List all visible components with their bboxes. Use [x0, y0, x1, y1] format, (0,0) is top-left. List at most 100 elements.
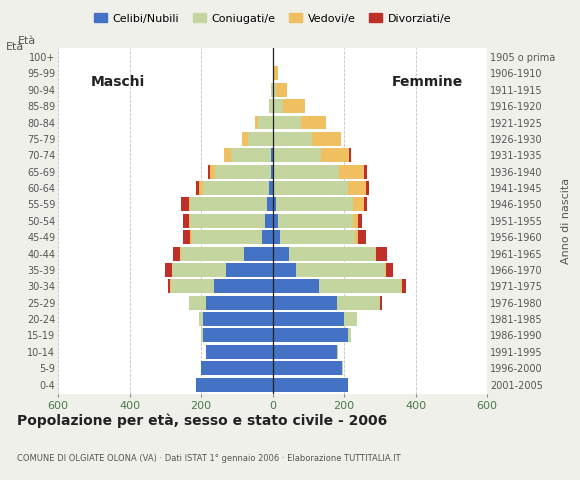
Bar	[203, 181, 269, 195]
Bar	[380, 296, 382, 310]
Bar	[273, 66, 274, 80]
Bar	[271, 165, 273, 179]
Bar	[278, 214, 353, 228]
Bar	[248, 132, 273, 146]
Bar	[342, 361, 343, 375]
Bar	[375, 247, 376, 261]
Bar	[337, 296, 380, 310]
Text: COMUNE DI OLGIATE OLONA (VA) · Dati ISTAT 1° gennaio 2006 · Elaborazione TUTTITA: COMUNE DI OLGIATE OLONA (VA) · Dati ISTA…	[17, 454, 401, 463]
Bar	[350, 148, 351, 162]
Bar	[273, 197, 276, 211]
Bar	[255, 116, 258, 130]
Bar	[231, 148, 271, 162]
Bar	[266, 214, 273, 228]
Bar	[274, 66, 278, 80]
Bar	[273, 132, 312, 146]
Bar	[273, 378, 348, 392]
Text: Femmine: Femmine	[392, 75, 463, 89]
Bar	[173, 247, 180, 261]
Bar	[273, 214, 278, 228]
Bar	[206, 296, 273, 310]
Bar	[273, 116, 301, 130]
Bar	[273, 312, 344, 326]
Bar	[267, 197, 273, 211]
Bar	[364, 197, 367, 211]
Bar	[188, 214, 190, 228]
Bar	[183, 214, 188, 228]
Bar	[273, 148, 274, 162]
Bar	[200, 312, 203, 326]
Bar	[273, 165, 274, 179]
Bar	[273, 99, 284, 113]
Bar	[348, 181, 365, 195]
Bar	[280, 230, 355, 244]
Bar	[386, 263, 393, 277]
Bar	[226, 263, 273, 277]
Bar	[242, 132, 248, 146]
Bar	[165, 263, 172, 277]
Bar	[208, 165, 210, 179]
Bar	[168, 279, 170, 293]
Bar	[276, 197, 353, 211]
Bar	[348, 328, 351, 342]
Bar	[337, 345, 338, 359]
Bar	[269, 181, 273, 195]
Bar	[195, 181, 200, 195]
Bar	[312, 132, 340, 146]
Bar	[273, 279, 319, 293]
Text: Popolazione per età, sesso e stato civile - 2006: Popolazione per età, sesso e stato civil…	[17, 413, 387, 428]
Bar	[180, 247, 182, 261]
Bar	[274, 148, 321, 162]
Bar	[301, 116, 327, 130]
Bar	[376, 247, 387, 261]
Bar	[190, 230, 192, 244]
Bar	[172, 263, 226, 277]
Bar	[344, 312, 357, 326]
Bar	[273, 83, 276, 97]
Legend: Celibi/Nubili, Coniugati/e, Vedovi/e, Divorziati/e: Celibi/Nubili, Coniugati/e, Vedovi/e, Di…	[89, 9, 456, 28]
Text: Età: Età	[19, 36, 37, 46]
Bar	[273, 181, 274, 195]
Text: Età: Età	[6, 42, 24, 52]
Bar	[358, 214, 362, 228]
Bar	[188, 296, 206, 310]
Bar	[402, 279, 405, 293]
Bar	[203, 312, 273, 326]
Bar	[182, 197, 188, 211]
Bar	[353, 197, 364, 211]
Bar	[213, 279, 273, 293]
Bar	[339, 165, 364, 179]
Bar	[276, 83, 287, 97]
Bar	[401, 279, 402, 293]
Bar	[171, 279, 213, 293]
Bar	[274, 165, 339, 179]
Y-axis label: Anno di nascita: Anno di nascita	[561, 178, 571, 264]
Bar	[201, 328, 203, 342]
Bar	[364, 165, 367, 179]
Bar	[289, 247, 375, 261]
Bar	[269, 99, 273, 113]
Bar	[273, 296, 337, 310]
Bar	[273, 361, 342, 375]
Bar	[188, 197, 190, 211]
Bar	[258, 116, 273, 130]
Bar	[273, 230, 280, 244]
Bar	[284, 99, 305, 113]
Bar	[273, 263, 296, 277]
Bar	[182, 247, 244, 261]
Bar	[210, 165, 215, 179]
Bar	[353, 214, 358, 228]
Bar	[273, 328, 348, 342]
Bar	[201, 361, 273, 375]
Bar	[385, 263, 386, 277]
Bar	[355, 230, 358, 244]
Bar	[195, 378, 273, 392]
Bar	[262, 230, 273, 244]
Bar	[271, 83, 273, 97]
Bar	[190, 214, 266, 228]
Bar	[215, 165, 271, 179]
Bar	[273, 50, 274, 64]
Bar	[190, 197, 267, 211]
Bar	[296, 263, 385, 277]
Bar	[358, 230, 365, 244]
